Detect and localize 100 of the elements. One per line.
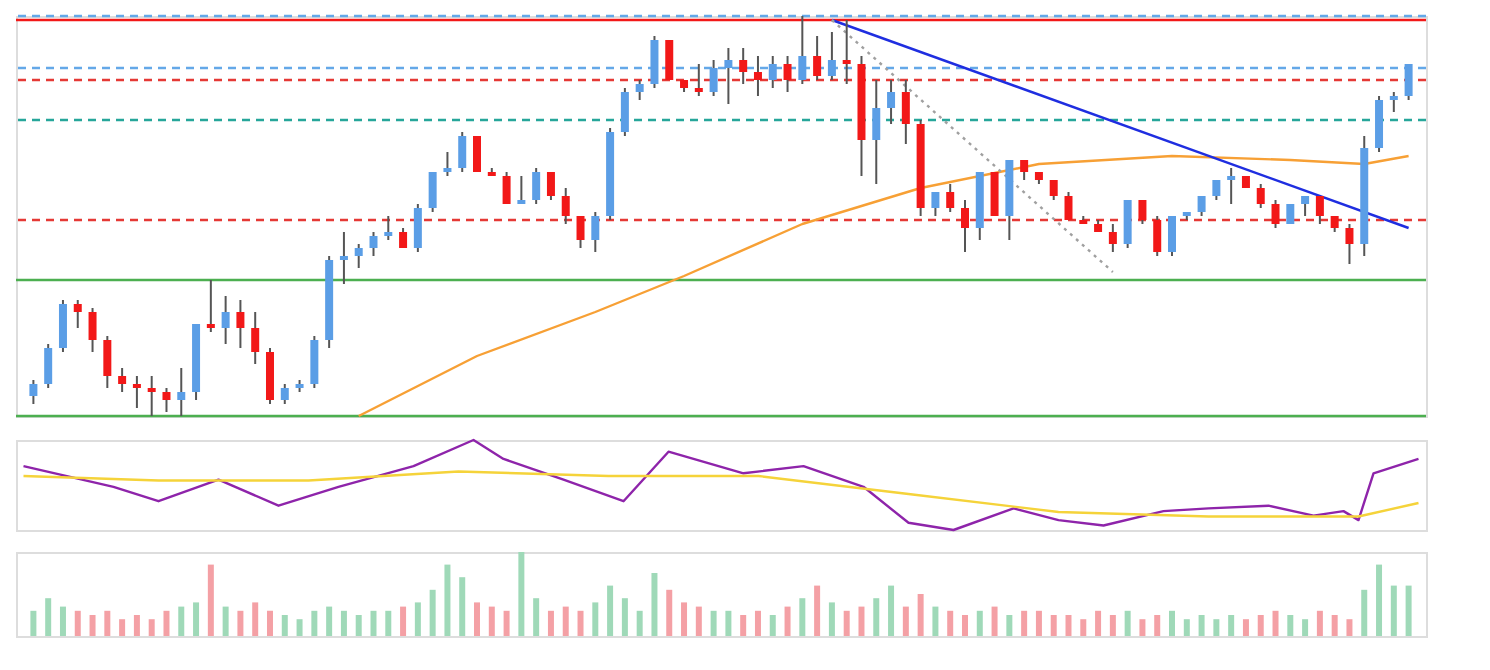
- bar: [577, 610, 584, 636]
- bar: [1316, 610, 1323, 636]
- bar: [222, 606, 229, 636]
- candlestick: [1049, 179, 1058, 201]
- bar: [902, 606, 909, 636]
- bar: [547, 610, 554, 636]
- bar: [296, 619, 303, 636]
- candlestick: [473, 136, 482, 172]
- bar: [1213, 619, 1220, 636]
- bar: [858, 606, 865, 636]
- bar: [59, 606, 66, 636]
- bar: [1242, 619, 1249, 636]
- bar: [607, 585, 614, 636]
- candlestick: [591, 211, 600, 253]
- bar: [119, 619, 126, 636]
- bar: [429, 589, 436, 636]
- candlestick: [132, 375, 141, 409]
- candlestick: [901, 79, 910, 145]
- bar: [888, 585, 895, 636]
- bar: [976, 610, 983, 636]
- bar: [237, 610, 244, 636]
- candlestick: [1256, 183, 1265, 209]
- bar: [681, 602, 688, 636]
- bar: [621, 598, 628, 636]
- bar: [666, 589, 673, 636]
- candlestick: [739, 47, 748, 85]
- bar: [1376, 564, 1383, 636]
- bar: [488, 606, 495, 636]
- bar: [754, 610, 761, 636]
- candlestick: [1227, 167, 1236, 205]
- candlestick: [1345, 223, 1354, 265]
- candlestick: [1315, 195, 1324, 225]
- candlestick: [1020, 159, 1029, 181]
- candlestick: [561, 187, 570, 225]
- candlestick: [58, 299, 67, 353]
- candlestick: [1168, 215, 1177, 257]
- candlestick: [502, 171, 511, 205]
- bar: [148, 619, 155, 636]
- bar: [710, 610, 717, 636]
- candlestick: [339, 231, 348, 285]
- candlestick: [118, 367, 127, 393]
- bar: [1109, 615, 1116, 636]
- bar: [281, 615, 288, 636]
- candlestick: [1108, 223, 1117, 253]
- candlestick: [1301, 195, 1310, 217]
- bar: [828, 602, 835, 636]
- candlestick: [162, 387, 171, 413]
- candlestick: [206, 279, 215, 333]
- candlestick: [428, 171, 437, 213]
- bar: [193, 602, 200, 636]
- bar: [740, 615, 747, 636]
- bar: [784, 606, 791, 636]
- bar: [370, 610, 377, 636]
- bar: [459, 577, 466, 636]
- bar: [725, 610, 732, 636]
- bar: [1405, 585, 1412, 636]
- bar: [414, 602, 421, 636]
- candlestick: [576, 215, 585, 249]
- bar: [444, 564, 451, 636]
- candlestick: [1197, 195, 1206, 217]
- candlestick: [103, 335, 112, 389]
- bar: [1302, 619, 1309, 636]
- bar: [340, 610, 347, 636]
- bar: [1331, 615, 1338, 636]
- bar: [1228, 615, 1235, 636]
- bar: [1154, 615, 1161, 636]
- bar: [1169, 610, 1176, 636]
- bar: [104, 610, 111, 636]
- candlestick: [354, 243, 363, 269]
- candlestick: [384, 215, 393, 241]
- candlestick: [29, 379, 38, 405]
- bar: [326, 606, 333, 636]
- bar: [991, 606, 998, 636]
- candlestick: [177, 367, 186, 417]
- bar: [1346, 619, 1353, 636]
- bar: [385, 610, 392, 636]
- candlestick: [44, 343, 53, 389]
- bar: [45, 598, 52, 636]
- bar: [1065, 615, 1072, 636]
- bar: [1050, 615, 1057, 636]
- candlestick: [147, 375, 156, 417]
- bar: [1257, 615, 1264, 636]
- bar: [1390, 585, 1397, 636]
- candlestick: [753, 55, 762, 97]
- candlestick: [532, 167, 541, 205]
- candlestick: [960, 199, 969, 253]
- candlestick: [73, 299, 82, 329]
- bar: [814, 585, 821, 636]
- candlestick: [1389, 91, 1398, 113]
- bar: [636, 610, 643, 636]
- bar: [518, 552, 525, 636]
- bar: [266, 610, 273, 636]
- bar: [1124, 610, 1131, 636]
- bar: [207, 564, 214, 636]
- candlestick: [1153, 215, 1162, 257]
- bar: [89, 615, 96, 636]
- bar: [1272, 610, 1279, 636]
- bar: [917, 594, 924, 636]
- candlestick: [931, 191, 940, 217]
- bar: [562, 606, 569, 636]
